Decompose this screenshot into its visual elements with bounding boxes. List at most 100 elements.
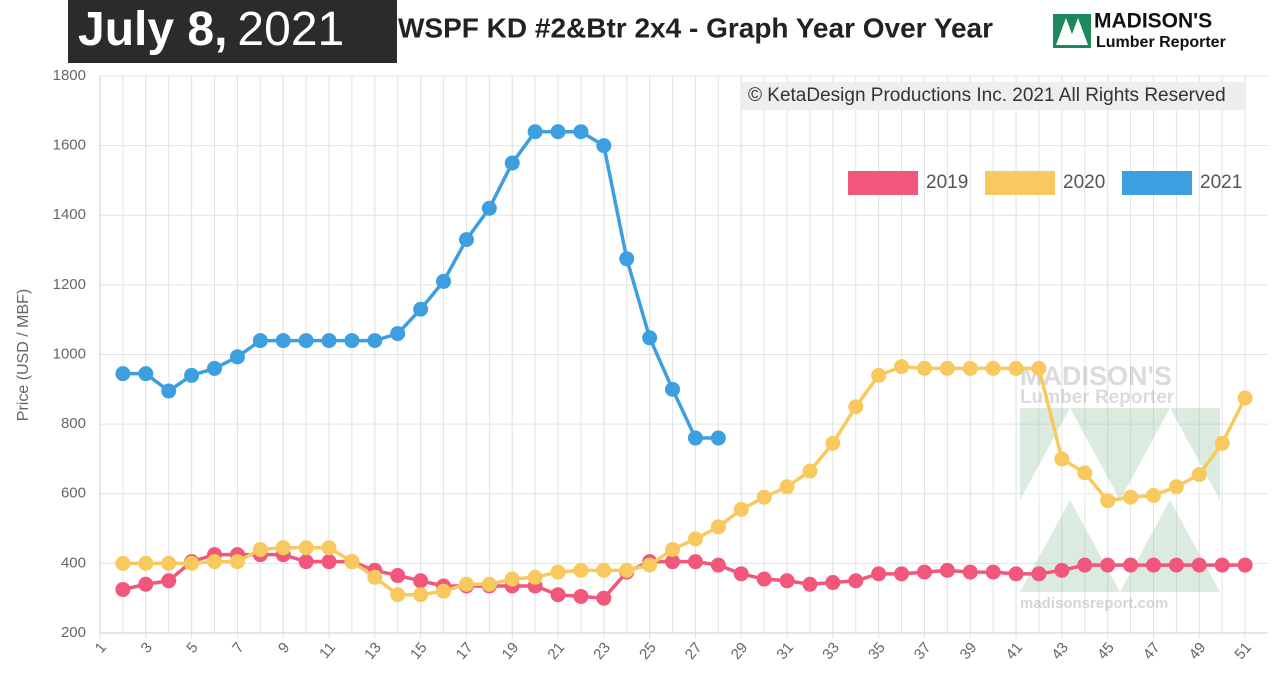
data-point: [413, 573, 429, 589]
data-point: [1031, 566, 1047, 582]
watermark-shape: [1020, 408, 1120, 500]
data-point: [1100, 493, 1116, 509]
data-point: [161, 555, 177, 571]
data-point: [436, 273, 452, 289]
date-box: [68, 0, 397, 63]
data-point: [619, 562, 635, 578]
data-point: [642, 557, 658, 573]
data-point: [1191, 557, 1207, 573]
x-tick-label: 27: [682, 639, 706, 663]
x-tick-label: 35: [865, 639, 889, 663]
data-point: [1123, 489, 1139, 505]
data-point: [962, 360, 978, 376]
data-point: [1168, 557, 1184, 573]
data-point: [687, 531, 703, 547]
data-point: [1008, 566, 1024, 582]
grid: [99, 75, 1268, 639]
data-point: [207, 360, 223, 376]
x-tick-label: 41: [1002, 639, 1026, 663]
y-axis-label: Price (USD / MBF): [15, 289, 32, 421]
watermark: MADISON'S Lumber Reporter madisonsreport…: [1020, 361, 1220, 612]
data-point: [1031, 360, 1047, 376]
data-point: [596, 562, 612, 578]
logo-line1: MADISON'S: [1094, 10, 1212, 33]
data-point: [527, 124, 543, 140]
copyright: © KetaDesign Productions Inc. 2021 All R…: [748, 85, 1226, 106]
data-point: [1237, 557, 1253, 573]
data-point: [207, 554, 223, 570]
data-point: [115, 555, 131, 571]
x-tick-label: 19: [499, 639, 523, 663]
data-point: [848, 399, 864, 415]
data-point: [710, 519, 726, 535]
data-point: [504, 571, 520, 587]
data-point: [321, 333, 337, 349]
chart-title: WSPF KD #2&Btr 2x4 - Graph Year Over Yea…: [398, 12, 993, 43]
x-tick-label: 43: [1048, 639, 1072, 663]
date-label: July 8,: [78, 3, 227, 56]
logo-line2: Lumber Reporter: [1096, 34, 1226, 51]
data-point: [894, 566, 910, 582]
data-point: [779, 479, 795, 495]
data-point: [229, 349, 245, 365]
data-point: [275, 333, 291, 349]
y-tick-label: 1800: [53, 67, 86, 84]
data-point: [367, 569, 383, 585]
logo-shape: [1068, 18, 1088, 45]
x-tick-label: 5: [183, 639, 201, 656]
data-point: [665, 381, 681, 397]
data-point: [756, 489, 772, 505]
copyright-box: [742, 82, 1244, 110]
x-tick-label: 11: [316, 639, 339, 662]
data-point: [550, 124, 566, 140]
data-point: [985, 564, 1001, 580]
data-point: [1214, 435, 1230, 451]
data-point: [1077, 465, 1093, 481]
x-tick-label: 9: [275, 639, 293, 656]
data-point: [710, 430, 726, 446]
y-tick-label: 1400: [53, 206, 86, 223]
data-point: [1168, 479, 1184, 495]
logo: MADISON'S Lumber Reporter: [1053, 10, 1226, 51]
data-point: [298, 540, 314, 556]
data-point: [1191, 467, 1207, 483]
data-point: [894, 359, 910, 375]
x-tick-label: 13: [361, 639, 385, 663]
x-tick-label: 21: [544, 639, 568, 663]
legend-label: 2021: [1200, 172, 1242, 193]
data-point: [436, 583, 452, 599]
data-point: [458, 576, 474, 592]
data-point: [527, 569, 543, 585]
data-point: [733, 566, 749, 582]
data-point: [825, 435, 841, 451]
data-point: [825, 575, 841, 591]
data-point: [985, 360, 1001, 376]
data-point: [1100, 557, 1116, 573]
data-point: [481, 576, 497, 592]
data-point: [550, 587, 566, 603]
data-point: [665, 554, 681, 570]
y-tick-label: 1000: [53, 345, 86, 362]
x-tick-label: 7: [229, 639, 247, 656]
data-point: [962, 564, 978, 580]
data-point: [871, 367, 887, 383]
data-point: [161, 383, 177, 399]
data-point: [458, 232, 474, 248]
data-point: [573, 588, 589, 604]
data-point: [413, 301, 429, 317]
legend-label: 2019: [926, 172, 968, 193]
data-point: [1145, 557, 1161, 573]
legend-swatch: [1122, 171, 1192, 195]
x-tick-label: 15: [407, 639, 431, 663]
data-point: [710, 557, 726, 573]
data-point: [390, 568, 406, 584]
x-tick-label: 37: [911, 639, 935, 663]
data-point: [504, 155, 520, 171]
data-point: [138, 555, 154, 571]
data-point: [275, 540, 291, 556]
data-point: [184, 367, 200, 383]
data-point: [1077, 557, 1093, 573]
x-tick-label: 51: [1231, 639, 1255, 663]
watermark-shape: [1120, 500, 1220, 592]
x-tick-label: 33: [819, 639, 843, 663]
